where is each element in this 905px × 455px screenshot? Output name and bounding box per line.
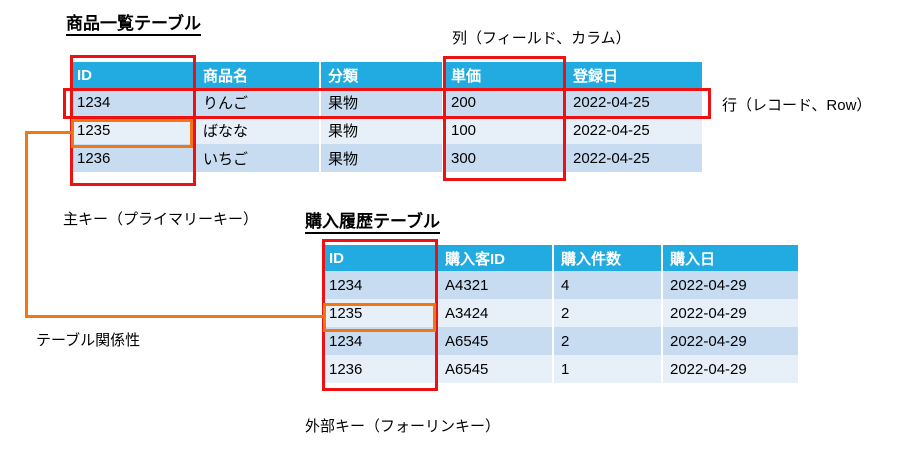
table-cell: 2022-04-29 [662, 271, 798, 299]
products-header-row: ID 商品名 分類 単価 登録日 [70, 62, 702, 88]
products-table-title: 商品一覧テーブル [66, 14, 201, 36]
table-cell: 2022-04-29 [662, 355, 798, 383]
annotation-primary-key: 主キー（プライマリーキー） [63, 211, 259, 228]
purchases-col-header-id: ID [322, 245, 438, 271]
table-cell: いちご [195, 144, 321, 172]
table-row: 1235 A3424 2 2022-04-29 [322, 299, 798, 327]
annotation-column: 列（フィールド、カラム） [452, 30, 631, 47]
table-cell: A4321 [437, 271, 554, 299]
relation-connector-top-segment [25, 131, 73, 134]
purchases-table: ID 購入客ID 購入件数 購入日 1234 A4321 4 2022-04-2… [322, 245, 798, 383]
table-cell: りんご [195, 88, 321, 116]
table-row: 1234 A4321 4 2022-04-29 [322, 271, 798, 299]
table-cell: 2022-04-25 [565, 88, 702, 116]
table-cell: 2 [553, 299, 663, 327]
table-row: 1234 A6545 2 2022-04-29 [322, 327, 798, 355]
relation-connector-vertical-segment [25, 131, 28, 318]
purchases-col-header-customer: 購入客ID [437, 245, 554, 271]
relation-connector-bottom-segment [25, 315, 325, 318]
products-col-header-name: 商品名 [195, 62, 321, 88]
table-cell: 100 [443, 116, 566, 144]
table-cell: 1235 [322, 299, 438, 327]
table-cell: 4 [553, 271, 663, 299]
table-cell: A6545 [437, 327, 554, 355]
table-cell: 1236 [322, 355, 438, 383]
table-cell: 1235 [70, 116, 196, 144]
products-col-header-category: 分類 [320, 62, 444, 88]
table-cell: 1234 [70, 88, 196, 116]
table-cell: 2 [553, 327, 663, 355]
table-row: 1235 ばなな 果物 100 2022-04-25 [70, 116, 702, 144]
table-row: 1236 いちご 果物 300 2022-04-25 [70, 144, 702, 172]
table-cell: 300 [443, 144, 566, 172]
purchases-header-row: ID 購入客ID 購入件数 購入日 [322, 245, 798, 271]
table-cell: 果物 [320, 88, 444, 116]
products-col-header-date: 登録日 [565, 62, 702, 88]
products-table: ID 商品名 分類 単価 登録日 1234 りんご 果物 200 2022-04… [70, 62, 702, 172]
table-cell: 1234 [322, 327, 438, 355]
purchases-col-header-date: 購入日 [662, 245, 798, 271]
table-cell: 1236 [70, 144, 196, 172]
table-cell: 2022-04-25 [565, 116, 702, 144]
annotation-row: 行（レコード、Row） [722, 97, 872, 114]
table-cell: 2022-04-29 [662, 299, 798, 327]
table-cell: 果物 [320, 116, 444, 144]
annotation-table-relation: テーブル関係性 [36, 332, 141, 349]
table-cell: 2022-04-29 [662, 327, 798, 355]
annotation-foreign-key: 外部キー（フォーリンキー） [305, 418, 501, 435]
table-cell: 1234 [322, 271, 438, 299]
table-row: 1234 りんご 果物 200 2022-04-25 [70, 88, 702, 116]
table-cell: A6545 [437, 355, 554, 383]
table-cell: 1 [553, 355, 663, 383]
table-cell: 2022-04-25 [565, 144, 702, 172]
table-row: 1236 A6545 1 2022-04-29 [322, 355, 798, 383]
products-col-header-price: 単価 [443, 62, 566, 88]
table-cell: 200 [443, 88, 566, 116]
purchases-col-header-quantity: 購入件数 [553, 245, 663, 271]
table-cell: A3424 [437, 299, 554, 327]
products-col-header-id: ID [70, 62, 196, 88]
table-cell: ばなな [195, 116, 321, 144]
purchases-table-title: 購入履歴テーブル [305, 212, 440, 234]
table-cell: 果物 [320, 144, 444, 172]
